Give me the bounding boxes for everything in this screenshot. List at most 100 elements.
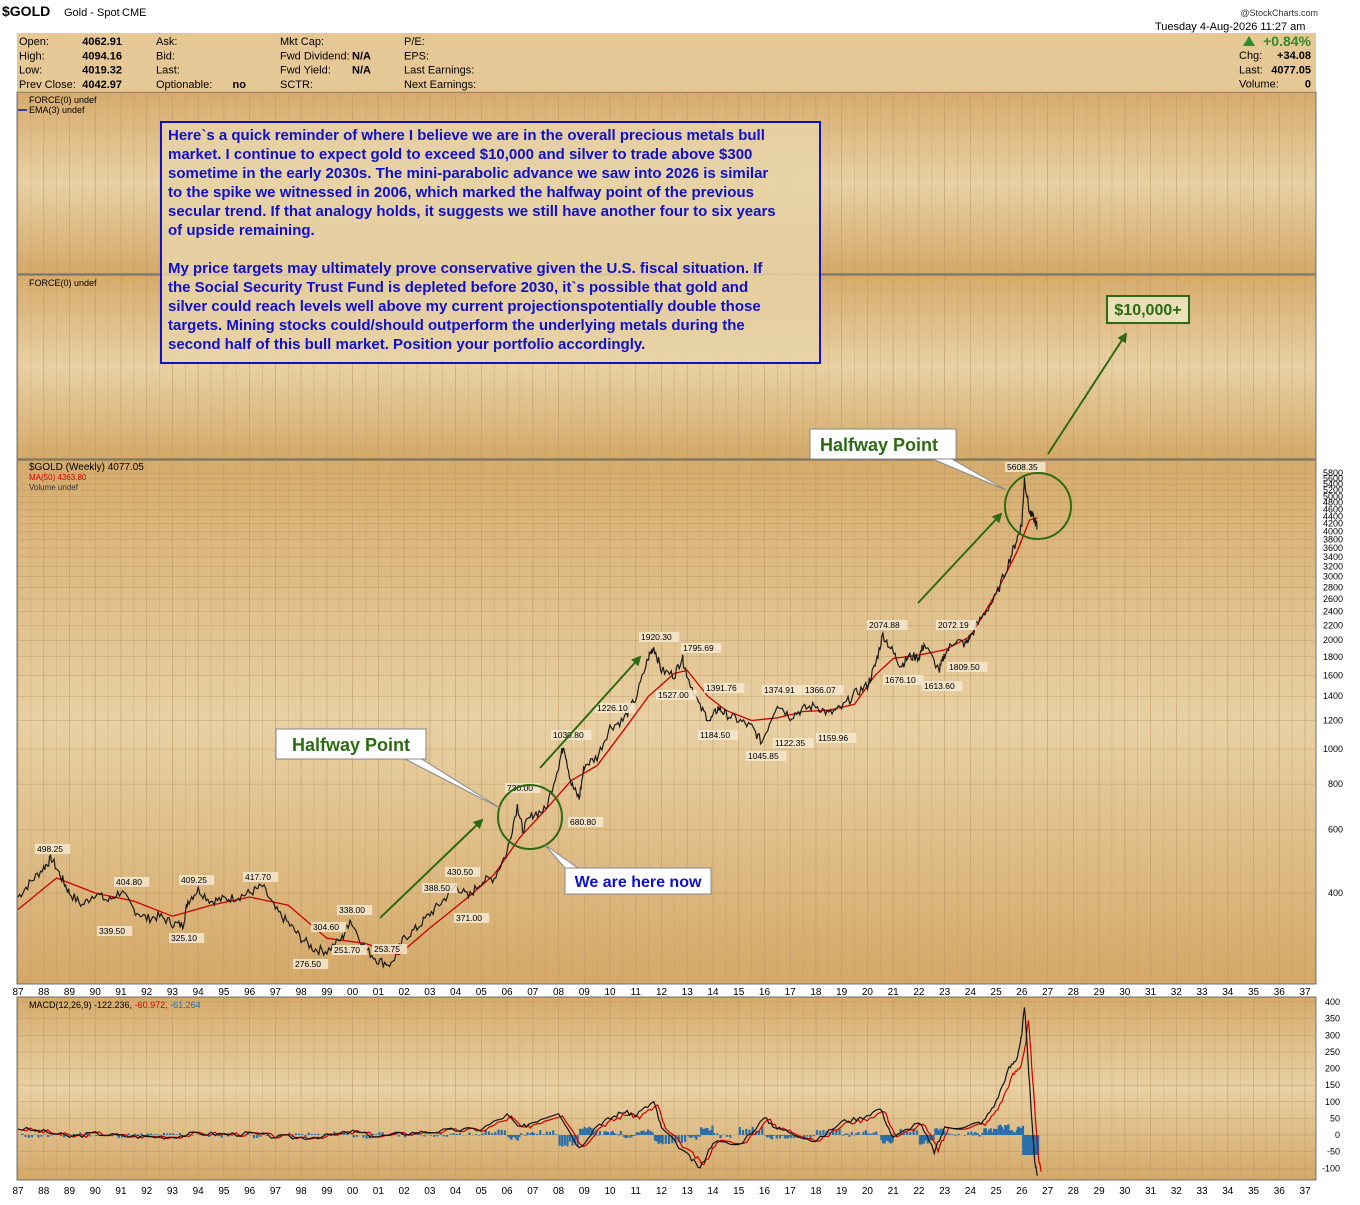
macd-hist-bar bbox=[89, 1135, 91, 1137]
macd-hist-bar bbox=[846, 1133, 848, 1135]
macd-hist-bar bbox=[497, 1130, 499, 1136]
macd-tick-label: -50 bbox=[1327, 1147, 1340, 1157]
macd-hist-bar bbox=[618, 1135, 620, 1136]
macd-hist-bar bbox=[546, 1132, 548, 1135]
x-tick-label: 94 bbox=[193, 987, 205, 998]
quote-label: Chg: bbox=[1239, 50, 1262, 62]
macd-hist-bar bbox=[867, 1133, 869, 1135]
price-value-label: 498.25 bbox=[35, 844, 70, 854]
price-axis: 4006008001000120014001600180020002200240… bbox=[1323, 468, 1343, 898]
svg-text:1184.50: 1184.50 bbox=[700, 730, 730, 740]
y-tick-label: 800 bbox=[1328, 779, 1343, 789]
macd-hist-bar bbox=[382, 1132, 384, 1135]
x-tick-label: 03 bbox=[424, 1186, 436, 1197]
x-tick-label: 29 bbox=[1094, 987, 1106, 998]
note-line: targets. Mining stocks could/should outp… bbox=[168, 317, 745, 334]
macd-hist-bar bbox=[298, 1134, 300, 1135]
svg-text:1226.10: 1226.10 bbox=[597, 703, 628, 713]
x-tick-label: 06 bbox=[501, 987, 513, 998]
y-tick-label: 1600 bbox=[1323, 670, 1343, 680]
note-line: sometime in the early 2030s. The mini-pa… bbox=[168, 165, 768, 182]
quote-value: 4062.91 bbox=[82, 36, 122, 48]
macd-hist-bar bbox=[24, 1135, 26, 1137]
price-value-label: 388.50 bbox=[422, 883, 457, 893]
macd-hist-bar bbox=[948, 1134, 950, 1136]
macd-hist-bar bbox=[870, 1134, 872, 1135]
x-tick-label: 90 bbox=[90, 987, 102, 998]
macd-hist-bar bbox=[37, 1135, 39, 1138]
svg-text:We are here now: We are here now bbox=[575, 874, 702, 891]
macd-hist-bar bbox=[951, 1134, 953, 1135]
macd-hist-bar bbox=[311, 1134, 313, 1135]
x-tick-label: 32 bbox=[1171, 1186, 1183, 1197]
price-value-label: 1809.50 bbox=[947, 662, 987, 672]
price-value-label: 1527.00 bbox=[656, 690, 696, 700]
macd-hist-bar bbox=[873, 1133, 875, 1135]
x-tick-label: 36 bbox=[1274, 1186, 1286, 1197]
x-tick-label: 25 bbox=[991, 1186, 1003, 1197]
quote-value: +34.08 bbox=[1277, 50, 1311, 62]
macd-hist-bar bbox=[427, 1135, 429, 1136]
y-tick-label: 2200 bbox=[1323, 620, 1343, 630]
quote-label: Last Earnings: bbox=[404, 65, 474, 77]
x-tick-label: 02 bbox=[399, 987, 411, 998]
x-tick-label: 88 bbox=[38, 987, 50, 998]
macd-hist-bar bbox=[566, 1135, 568, 1146]
price-value-label: 1676.10 bbox=[883, 675, 923, 685]
macd-hist-bar bbox=[806, 1135, 808, 1137]
price-value-label: 1920.30 bbox=[639, 632, 679, 642]
note-line: secular trend. If that analogy holds, it… bbox=[168, 203, 776, 220]
quote-value: 0 bbox=[1305, 79, 1311, 91]
quote-value: 4094.16 bbox=[82, 50, 122, 62]
quote-label: High: bbox=[19, 50, 45, 62]
macd-tick-label: -100 bbox=[1322, 1163, 1340, 1173]
chart-header: $GOLD Gold - Spot CME Tuesday 4-Aug-2026… bbox=[2, 3, 1318, 91]
price-value-label: 680.80 bbox=[568, 817, 603, 827]
macd-hist-bar bbox=[919, 1135, 921, 1145]
y-tick-label: 5800 bbox=[1323, 468, 1343, 478]
macd-hist-bar bbox=[964, 1135, 966, 1136]
macd-tick-label: 300 bbox=[1325, 1030, 1340, 1040]
macd-hist-bar bbox=[699, 1135, 701, 1137]
macd-hist-bar bbox=[970, 1132, 972, 1135]
quote-value: no bbox=[233, 79, 247, 91]
x-tick-label: 27 bbox=[1042, 987, 1054, 998]
commentary-box: Here`s a quick reminder of where I belie… bbox=[161, 122, 820, 363]
x-tick-label: 26 bbox=[1016, 987, 1028, 998]
macd-label: MACD(12,26,9) -122.236, -60.972, -61.264 bbox=[29, 1000, 201, 1010]
quote-label: Open: bbox=[19, 36, 49, 48]
x-tick-label: 98 bbox=[296, 1186, 308, 1197]
price-value-label: 1374.91 bbox=[762, 685, 802, 695]
x-tick-label: 97 bbox=[270, 1186, 282, 1197]
x-tick-label: 30 bbox=[1119, 1186, 1131, 1197]
x-tick-label: 91 bbox=[115, 987, 127, 998]
macd-hist-bar bbox=[525, 1135, 527, 1136]
x-tick-label: 34 bbox=[1222, 1186, 1234, 1197]
macd-hist-bar bbox=[172, 1133, 174, 1135]
quote-label: Last: bbox=[1239, 64, 1263, 76]
macd-hist-bar bbox=[662, 1135, 664, 1144]
macd-hist-bar bbox=[47, 1135, 49, 1137]
macd-tick-label: 400 bbox=[1325, 997, 1340, 1007]
x-tick-label: 31 bbox=[1145, 1186, 1157, 1197]
macd-hist-bar bbox=[356, 1135, 358, 1137]
x-tick-label: 27 bbox=[1042, 1186, 1054, 1197]
note-line: Here`s a quick reminder of where I belie… bbox=[168, 127, 765, 144]
quote-value: N/A bbox=[352, 50, 371, 62]
macd-hist-bar bbox=[790, 1135, 792, 1138]
note-line: My price targets may ultimately prove co… bbox=[168, 260, 763, 277]
y-tick-label: 3200 bbox=[1323, 561, 1343, 571]
x-tick-label: 07 bbox=[527, 987, 539, 998]
svg-text:Halfway Point: Halfway Point bbox=[820, 435, 938, 455]
quote-label: Ask: bbox=[156, 36, 177, 48]
price-value-label: 1045.85 bbox=[746, 751, 786, 761]
macd-hist-bar bbox=[456, 1134, 458, 1135]
macd-hist-bar bbox=[140, 1133, 142, 1135]
x-tick-label: 00 bbox=[347, 987, 359, 998]
macd-hist-bar bbox=[977, 1134, 979, 1135]
x-tick-label: 98 bbox=[296, 987, 308, 998]
x-tick-label: 04 bbox=[450, 987, 462, 998]
y-tick-label: 1000 bbox=[1323, 744, 1343, 754]
x-tick-label: 23 bbox=[939, 987, 951, 998]
